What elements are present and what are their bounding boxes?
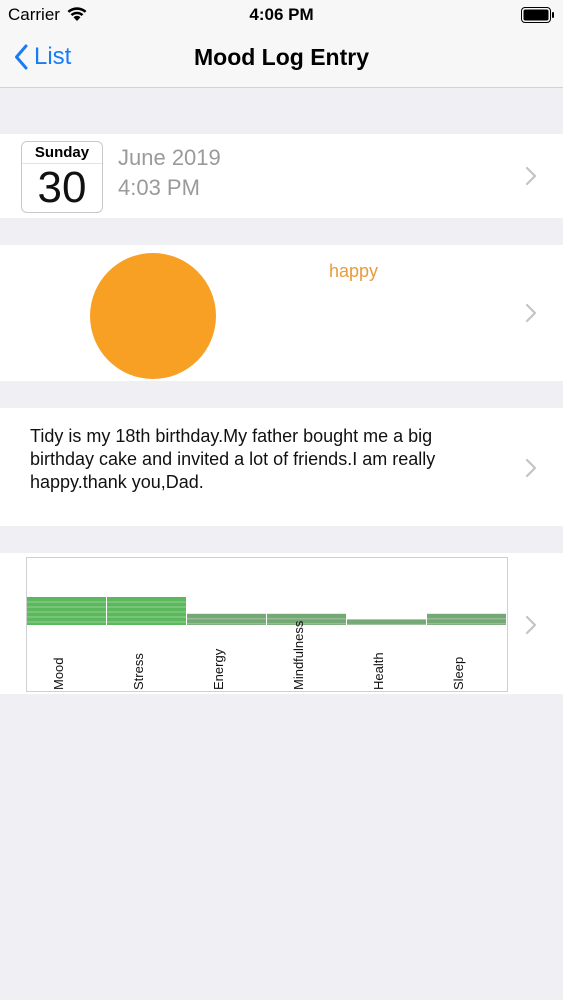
chart-label-mindfulness: Mindfulness [291, 620, 306, 690]
factors-chart-svg: Mood Stress Energy Mindfulness Health Sleep [27, 597, 506, 690]
entry-time: 4:03 PM [118, 175, 200, 200]
chart-bar-stress [107, 597, 186, 625]
carrier-label: Carrier [8, 5, 60, 24]
mood-color-circle [90, 253, 216, 379]
chart-bar-sleep [427, 613, 506, 625]
factors-chart-cell[interactable]: Mood Stress Energy Mindfulness Health Sleep [0, 553, 563, 694]
note-text: Tidy is my 18th birthday.My father bough… [30, 426, 436, 492]
back-button-label: List [34, 43, 72, 70]
chevron-right-icon [525, 166, 537, 186]
wifi-icon [67, 7, 87, 21]
chart-label-health: Health [371, 652, 386, 690]
chart-label-stress: Stress [131, 653, 146, 690]
chevron-right-icon [525, 458, 537, 478]
chart-label-mood: Mood [51, 657, 66, 690]
page-title: Mood Log Entry [193, 44, 370, 70]
status-bar: Carrier 4:06 PM [0, 0, 563, 30]
chevron-left-icon [15, 44, 28, 70]
chevron-right-icon [525, 615, 537, 635]
chart-bar-energy [187, 613, 266, 625]
battery-icon [521, 7, 554, 23]
calendar-icon: Sunday 30 [21, 141, 103, 213]
chart-bar-health [347, 619, 426, 625]
note-cell[interactable]: Tidy is my 18th birthday.My father bough… [0, 408, 563, 526]
chart-label-sleep: Sleep [451, 657, 466, 690]
status-time: 4:06 PM [249, 5, 314, 24]
entry-month-year: June 2019 [118, 145, 221, 170]
mood-cell[interactable]: happy [0, 245, 563, 381]
factors-chart: Mood Stress Energy Mindfulness Health Sleep [26, 557, 508, 692]
back-button[interactable]: List [14, 40, 71, 74]
chevron-right-icon [525, 303, 537, 323]
calendar-day: 30 [37, 163, 87, 212]
chart-bar-mindfulness [267, 613, 346, 625]
calendar-weekday: Sunday [22, 142, 102, 164]
chart-bar-mood [27, 597, 106, 625]
chart-label-energy: Energy [211, 648, 226, 690]
navigation-bar: List Mood Log Entry [0, 30, 563, 88]
mood-label: happy [329, 261, 379, 281]
date-time-cell[interactable]: Sunday 30 June 2019 4:03 PM [0, 134, 563, 218]
